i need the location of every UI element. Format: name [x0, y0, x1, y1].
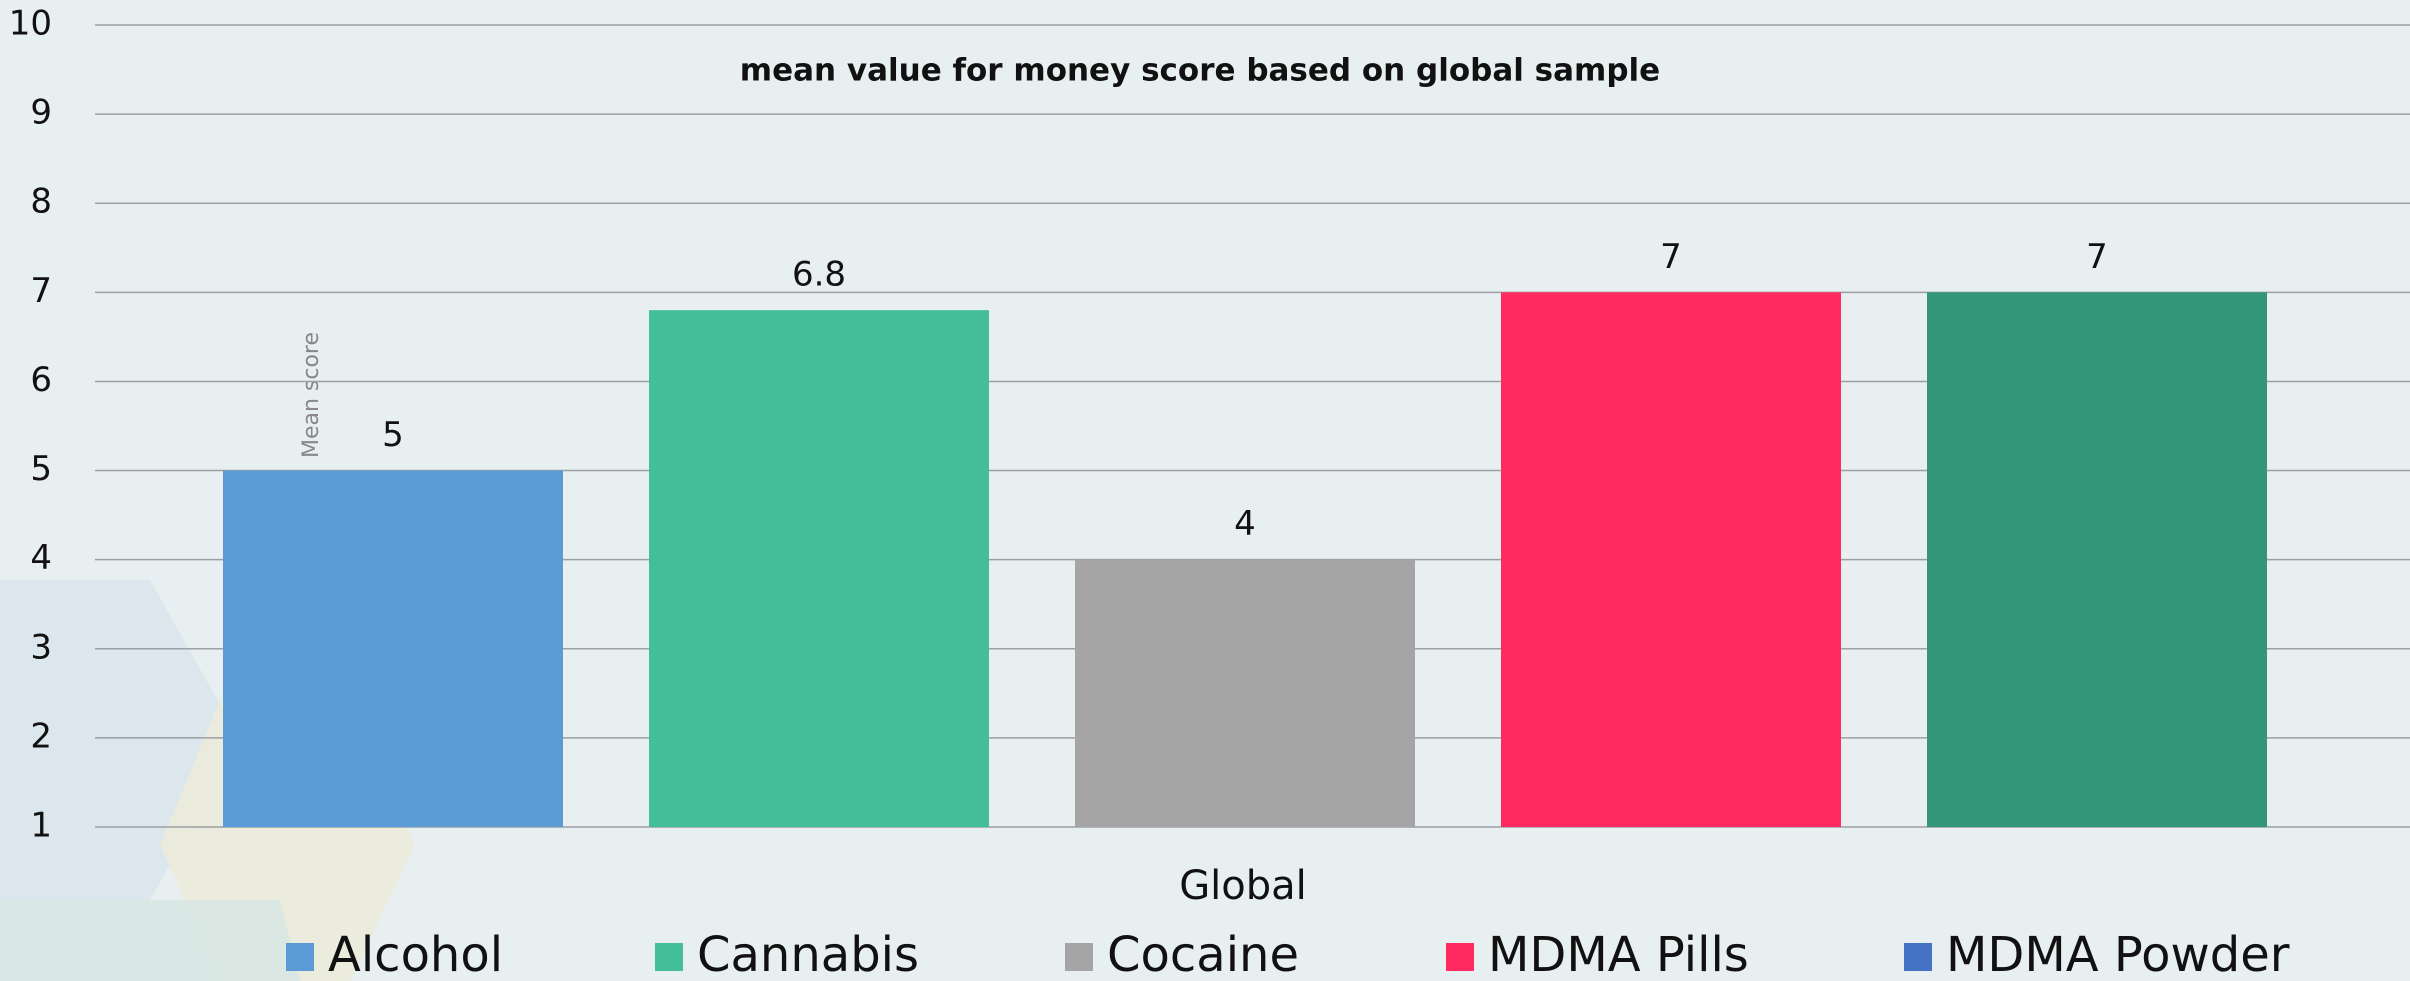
legend-swatch	[1065, 943, 1093, 971]
y-tick-label: 9	[30, 93, 52, 133]
data-label: 6.8	[792, 255, 846, 295]
bar	[1075, 559, 1415, 827]
data-label: 4	[1234, 504, 1256, 544]
decor-shape	[0, 900, 300, 981]
bar	[223, 470, 563, 827]
bar	[1927, 292, 2267, 827]
chart-title: mean value for money score based on glob…	[740, 53, 1660, 89]
y-tick-label: 4	[30, 538, 52, 578]
y-tick-label: 7	[30, 271, 52, 311]
data-label: 7	[2086, 237, 2108, 277]
bar	[649, 310, 989, 828]
data-label: 7	[1660, 237, 1682, 277]
y-tick-label: 5	[30, 449, 52, 489]
legend-swatch	[1446, 943, 1474, 971]
legend-label: Alcohol	[328, 927, 503, 981]
legend-label: MDMA Powder	[1946, 927, 2290, 981]
legend-swatch	[1904, 943, 1932, 971]
y-tick-label: 3	[30, 627, 52, 667]
legend-label: MDMA Pills	[1488, 927, 1749, 981]
y-tick-label: 2	[30, 716, 52, 756]
y-axis-label: Mean score	[299, 332, 324, 458]
y-tick-label: 10	[9, 4, 52, 44]
legend-label: Cannabis	[697, 927, 919, 981]
y-tick-label: 6	[30, 360, 52, 400]
legend-swatch	[286, 943, 314, 971]
y-tick-label: 1	[30, 806, 52, 846]
data-label: 5	[382, 415, 404, 455]
legend-label: Cocaine	[1107, 927, 1299, 981]
x-axis-label: Global	[1179, 863, 1307, 909]
y-tick-label: 8	[30, 182, 52, 222]
legend-swatch	[655, 943, 683, 971]
bar	[1501, 292, 1841, 827]
